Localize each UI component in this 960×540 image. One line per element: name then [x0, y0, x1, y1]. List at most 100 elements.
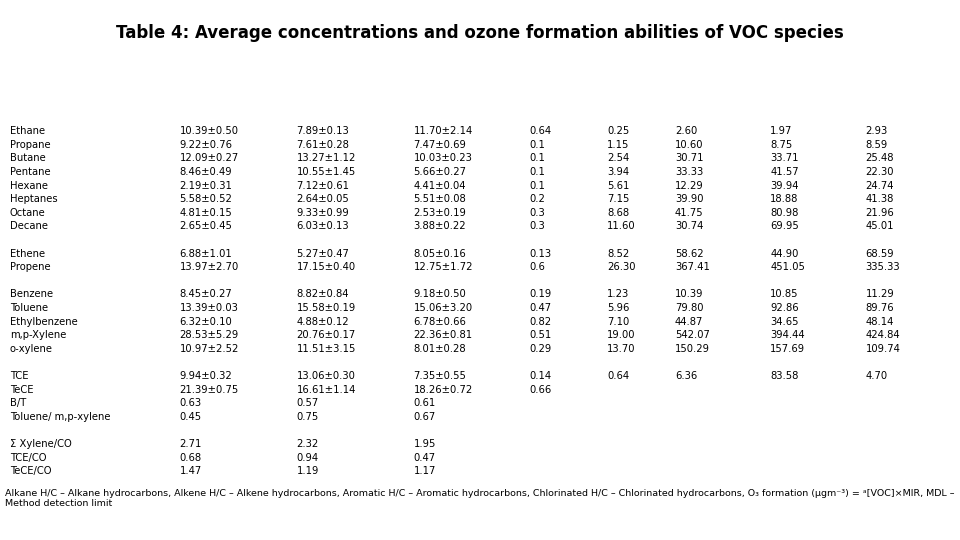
Text: 7.35±0.55: 7.35±0.55 — [414, 371, 467, 381]
Text: 2.32: 2.32 — [297, 439, 319, 449]
Text: 30.71: 30.71 — [675, 153, 704, 164]
Text: 7.10: 7.10 — [607, 316, 629, 327]
Text: 0.47: 0.47 — [529, 303, 551, 313]
Text: 2.53±0.19: 2.53±0.19 — [414, 208, 467, 218]
Text: 13.06±0.30: 13.06±0.30 — [297, 371, 355, 381]
Text: 7.61±0.28: 7.61±0.28 — [297, 140, 349, 150]
Text: MDL (µgm⁻³): MDL (µgm⁻³) — [530, 85, 602, 96]
Text: 4.88±0.12: 4.88±0.12 — [297, 316, 349, 327]
Text: 1.19: 1.19 — [297, 466, 319, 476]
Text: 0.1: 0.1 — [529, 181, 545, 191]
Text: Decane: Decane — [10, 221, 48, 232]
Text: 18.88: 18.88 — [770, 194, 799, 204]
Text: 21.39±0.75: 21.39±0.75 — [180, 384, 239, 395]
Text: 11.60: 11.60 — [607, 221, 636, 232]
Text: 11.70±2.14: 11.70±2.14 — [414, 126, 472, 136]
Text: 8.46±0.49: 8.46±0.49 — [180, 167, 232, 177]
Text: 0.3: 0.3 — [529, 221, 545, 232]
Text: 4.41±0.04: 4.41±0.04 — [414, 181, 466, 191]
Text: o-xylene: o-xylene — [10, 344, 53, 354]
Text: 10.97±2.52: 10.97±2.52 — [180, 344, 239, 354]
Text: 11.29: 11.29 — [866, 289, 895, 299]
Text: 5.27±0.47: 5.27±0.47 — [297, 248, 349, 259]
Text: 9.33±0.99: 9.33±0.99 — [297, 208, 349, 218]
Text: 0.13: 0.13 — [529, 248, 551, 259]
Text: Alkane H/C: Alkane H/C — [24, 113, 85, 123]
Text: 12.29: 12.29 — [675, 181, 704, 191]
Text: Alkane H/C – Alkane hydrocarbons, Alkene H/C – Alkene hydrocarbons, Aromatic H/C: Alkane H/C – Alkane hydrocarbons, Alkene… — [5, 489, 954, 508]
Text: 16.61±1.14: 16.61±1.14 — [297, 384, 356, 395]
Text: 0.94: 0.94 — [297, 453, 319, 463]
Text: 4.70: 4.70 — [866, 371, 888, 381]
Text: 41.75: 41.75 — [675, 208, 704, 218]
Text: 542.07: 542.07 — [675, 330, 709, 340]
Text: Chlorinated H/C: Chlorinated H/C — [24, 357, 112, 367]
Text: 2.93: 2.93 — [866, 126, 888, 136]
Text: 8.68: 8.68 — [607, 208, 629, 218]
Text: 30.74: 30.74 — [675, 221, 704, 232]
Text: Benzene: Benzene — [10, 289, 53, 299]
Text: 2.71: 2.71 — [180, 439, 202, 449]
Text: 58.62: 58.62 — [675, 248, 704, 259]
Text: 3.88±0.22: 3.88±0.22 — [414, 221, 466, 232]
Text: 7.15: 7.15 — [607, 194, 630, 204]
Text: 3.94: 3.94 — [607, 167, 629, 177]
Text: 0.1: 0.1 — [529, 153, 545, 164]
Text: 5.66±0.27: 5.66±0.27 — [414, 167, 467, 177]
Text: 13.27±1.12: 13.27±1.12 — [297, 153, 356, 164]
Text: 6.32±0.10: 6.32±0.10 — [180, 316, 232, 327]
Text: 2.60: 2.60 — [675, 126, 697, 136]
Text: 8.52: 8.52 — [607, 248, 629, 259]
Text: 0.75: 0.75 — [297, 411, 319, 422]
Text: 13.70: 13.70 — [607, 344, 636, 354]
Text: 34.65: 34.65 — [770, 316, 799, 327]
Text: 6.36: 6.36 — [675, 371, 697, 381]
Text: B/T: B/T — [10, 398, 26, 408]
Text: 39.90: 39.90 — [675, 194, 704, 204]
Text: 68.59: 68.59 — [866, 248, 894, 259]
Text: 45.01: 45.01 — [866, 221, 894, 232]
Text: 44.87: 44.87 — [675, 316, 704, 327]
Text: 79.80: 79.80 — [675, 303, 704, 313]
Text: 0.45: 0.45 — [180, 411, 202, 422]
Text: 6.78±0.66: 6.78±0.66 — [414, 316, 467, 327]
Text: Toluene: Toluene — [10, 303, 48, 313]
Text: 1.23: 1.23 — [607, 289, 629, 299]
Text: SL1: SL1 — [680, 99, 701, 109]
Text: Pentane: Pentane — [10, 167, 51, 177]
Text: 0.47: 0.47 — [414, 453, 436, 463]
Text: 0.1: 0.1 — [529, 140, 545, 150]
Text: 7.47±0.69: 7.47±0.69 — [414, 140, 467, 150]
Text: 20.76±0.17: 20.76±0.17 — [297, 330, 356, 340]
Text: 12.09±0.27: 12.09±0.27 — [180, 153, 239, 164]
Text: 92.86: 92.86 — [770, 303, 799, 313]
Text: 8.75: 8.75 — [770, 140, 793, 150]
Text: 10.60: 10.60 — [675, 140, 704, 150]
Text: TeCE/CO: TeCE/CO — [10, 466, 52, 476]
Text: 18.26±0.72: 18.26±0.72 — [414, 384, 472, 395]
Text: 5.61: 5.61 — [607, 181, 630, 191]
Text: SL3: SL3 — [420, 99, 440, 109]
Text: 22.36±0.81: 22.36±0.81 — [414, 330, 472, 340]
Text: Table 4: Average concentrations and ozone formation abilities of VOC species: Table 4: Average concentrations and ozon… — [116, 24, 844, 42]
Text: 19.00: 19.00 — [607, 330, 636, 340]
Text: 15.58±0.19: 15.58±0.19 — [297, 303, 356, 313]
Text: 0.29: 0.29 — [529, 344, 552, 354]
Text: 1.15: 1.15 — [607, 140, 630, 150]
Text: 0.64: 0.64 — [607, 371, 629, 381]
Text: Propane: Propane — [10, 140, 51, 150]
Text: 89.76: 89.76 — [866, 303, 894, 313]
Text: O₃ formation (µgm⁻³): O₃ formation (µgm⁻³) — [756, 85, 875, 96]
Text: 5.96: 5.96 — [607, 303, 630, 313]
Text: Σ Xylene/CO: Σ Xylene/CO — [10, 439, 72, 449]
Text: 33.33: 33.33 — [675, 167, 704, 177]
Text: 8.05±0.16: 8.05±0.16 — [414, 248, 467, 259]
Text: Concentration (µgm⁻³): Concentration (µgm⁻³) — [288, 85, 415, 96]
Text: 8.01±0.28: 8.01±0.28 — [414, 344, 466, 354]
Text: 1.17: 1.17 — [414, 466, 436, 476]
Text: Alkene H/C: Alkene H/C — [24, 235, 85, 245]
Text: 41.57: 41.57 — [770, 167, 799, 177]
Text: 5.51±0.08: 5.51±0.08 — [414, 194, 467, 204]
Text: 0.61: 0.61 — [414, 398, 436, 408]
Text: TCE/CO: TCE/CO — [10, 453, 46, 463]
